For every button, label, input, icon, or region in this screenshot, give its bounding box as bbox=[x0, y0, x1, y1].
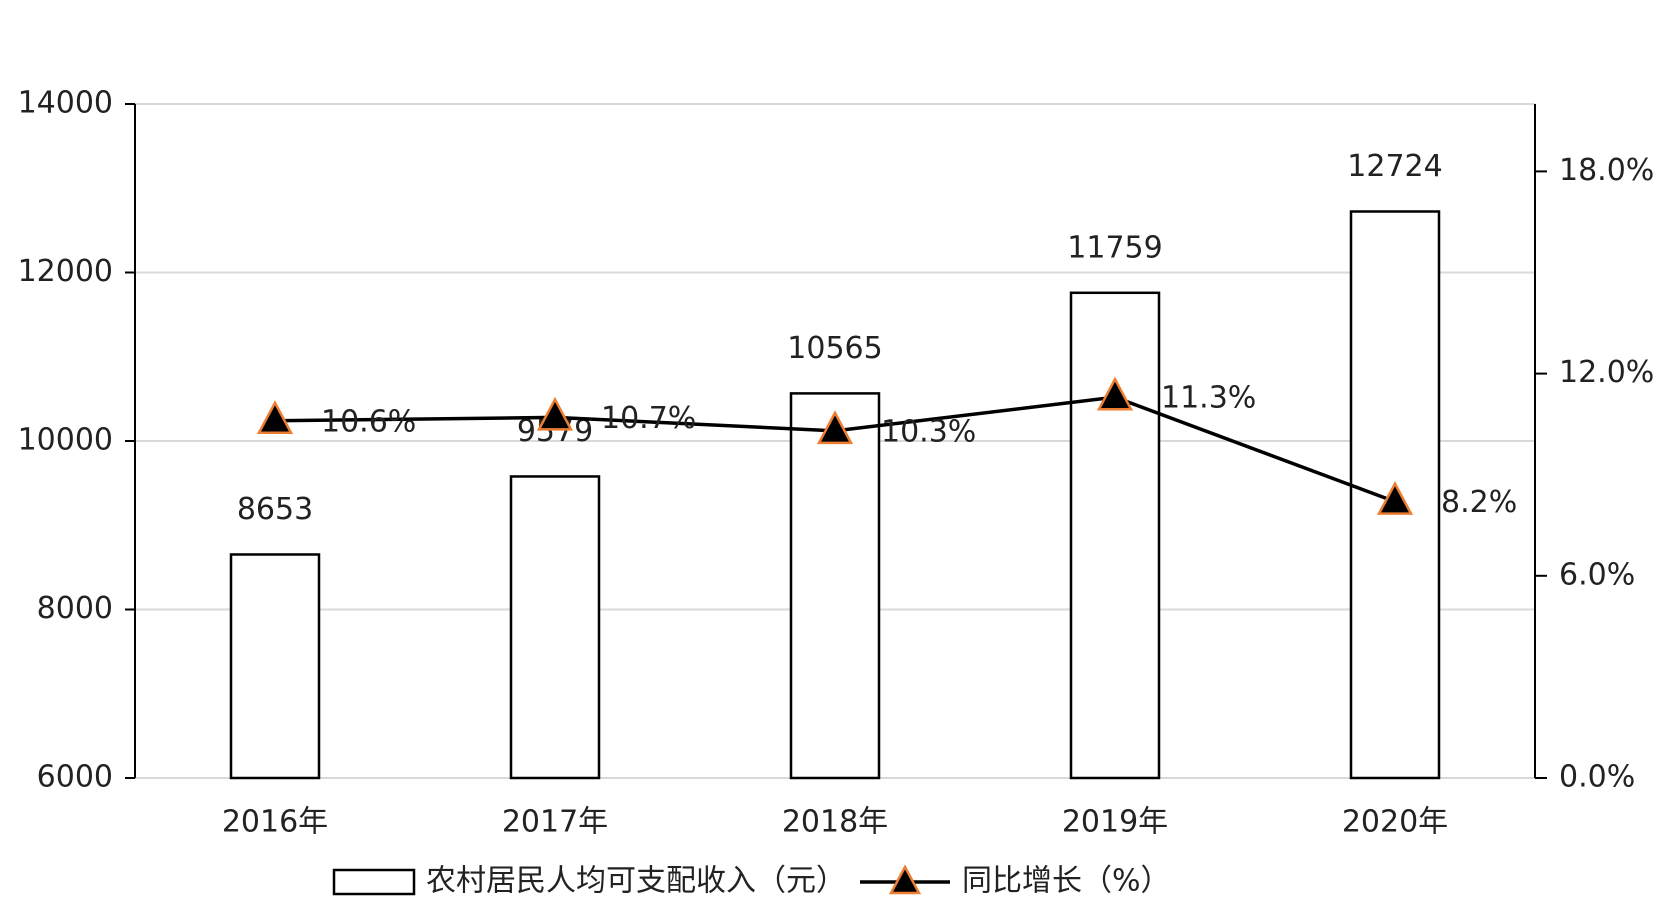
y-tick-label: 6000 bbox=[37, 760, 113, 795]
bar-value-label: 10565 bbox=[787, 331, 882, 366]
x-tick-label: 2020年 bbox=[1342, 805, 1448, 840]
bar-value-label: 11759 bbox=[1067, 230, 1162, 265]
y2-tick-label: 0.0% bbox=[1559, 760, 1635, 795]
line-marker bbox=[1096, 376, 1134, 411]
line-value-label: 11.3% bbox=[1161, 381, 1256, 416]
y-tick-label: 8000 bbox=[37, 591, 113, 626]
y2-tick-label: 6.0% bbox=[1559, 557, 1635, 592]
x-tick-label: 2019年 bbox=[1062, 805, 1168, 840]
line-value-label: 10.3% bbox=[881, 414, 976, 449]
bar bbox=[789, 392, 881, 780]
legend-swatch bbox=[332, 868, 416, 896]
line-marker bbox=[256, 400, 294, 435]
x-tick-label: 2016年 bbox=[222, 805, 328, 840]
bar bbox=[229, 553, 321, 780]
x-tick-label: 2018年 bbox=[782, 805, 888, 840]
line-value-label: 8.2% bbox=[1441, 485, 1517, 520]
bar bbox=[509, 475, 601, 780]
line-marker bbox=[816, 410, 854, 445]
x-tick-label: 2017年 bbox=[502, 805, 608, 840]
bar-value-label: 12724 bbox=[1347, 149, 1442, 184]
legend-label: 农村居民人均可支配收入（元） bbox=[426, 864, 846, 899]
bar-value-label: 8653 bbox=[237, 492, 313, 527]
y-tick-label: 10000 bbox=[18, 423, 113, 458]
legend-label: 同比增长（%） bbox=[962, 864, 1171, 899]
y-tick-label: 12000 bbox=[18, 254, 113, 289]
line-marker bbox=[536, 396, 574, 431]
bar bbox=[1069, 291, 1161, 780]
line-marker bbox=[1376, 481, 1414, 515]
line-value-label: 10.7% bbox=[601, 401, 696, 436]
y-tick-label: 14000 bbox=[18, 86, 113, 121]
line-value-label: 10.6% bbox=[321, 404, 416, 439]
y2-tick-label: 12.0% bbox=[1559, 355, 1654, 390]
y2-tick-label: 18.0% bbox=[1559, 153, 1654, 188]
legend-marker bbox=[888, 864, 922, 895]
